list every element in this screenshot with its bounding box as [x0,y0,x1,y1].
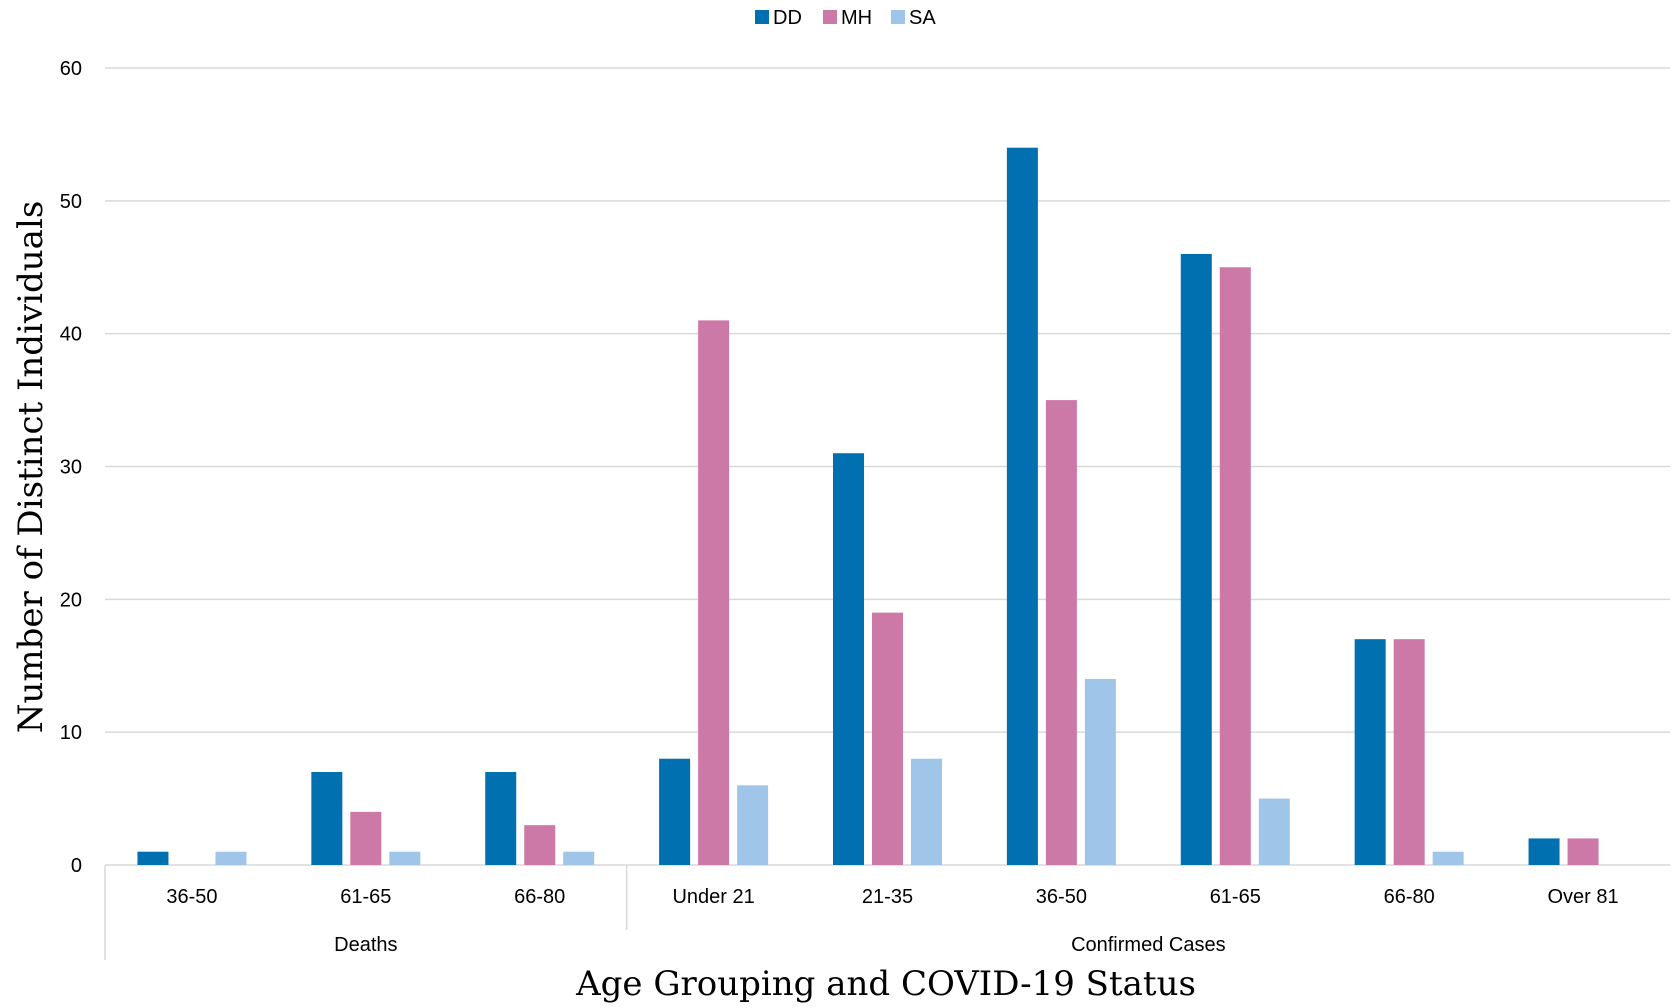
x-tick-label: 66-80 [514,886,565,908]
bar-sa [1432,851,1464,865]
bar-sa [563,851,595,865]
x-tick-label: 21-35 [862,886,913,908]
bar-sa [215,851,247,865]
y-axis-title: Number of Distinct Individuals [11,201,51,734]
x-axis-title: Age Grouping and COVID-19 Status [575,964,1196,1004]
bar-mh [698,320,730,866]
bar-dd [1528,838,1560,865]
bar-dd [833,453,864,865]
legend-swatch-mh [823,10,837,24]
bar-sa [389,851,421,865]
x-tick-label: 61-65 [1210,886,1261,908]
y-tick-label: 50 [60,191,82,213]
legend-label-sa: SA [909,7,936,29]
bar-mh [524,825,556,865]
x-tick-label: 66-80 [1384,886,1435,908]
bar-sa [737,785,769,865]
bar-dd [137,851,169,865]
y-tick-label: 60 [60,58,82,80]
legend-swatch-sa [891,10,905,24]
x-tick-label: Under 21 [672,886,754,908]
bar-mh [872,612,903,865]
bar-mh [1393,639,1425,865]
x-tick-label: 61-65 [340,886,391,908]
y-tick-label: 0 [71,855,82,877]
group-label: Deaths [334,934,397,956]
bar-dd [1180,253,1212,865]
bar-mh [1567,838,1599,865]
bar-sa [911,758,942,865]
bar-dd [485,772,517,865]
y-tick-label: 30 [60,457,82,479]
gridlines [105,67,1670,866]
legend-swatch-dd [755,10,769,24]
x-tick-label: Over 81 [1547,886,1618,908]
legend-label-dd: DD [773,7,802,29]
bar-mh [1219,267,1251,865]
bar-sa [1084,679,1116,865]
bar-dd [311,772,343,865]
bar-sa [1258,798,1290,865]
y-tick-label: 20 [60,589,82,611]
bar-dd [1354,639,1386,865]
bar-mh [350,811,382,865]
y-tick-label: 40 [60,324,82,346]
legend: DD MH SA [755,7,936,29]
legend-label-mh: MH [841,7,872,29]
bar-dd [1006,147,1038,865]
y-tick-labels: 0 10 20 30 40 50 60 [60,58,82,877]
group-label: Confirmed Cases [1071,934,1226,956]
bar-dd [659,758,691,865]
x-tick-label: 36-50 [166,886,217,908]
x-axis: 36-50 61-65 66-80 Under 21 21-35 36-50 61-65 66… [104,865,1619,960]
x-tick-label: 36-50 [1036,886,1087,908]
bars [137,147,1599,866]
bar-mh [1045,400,1077,865]
y-tick-label: 10 [60,722,82,744]
